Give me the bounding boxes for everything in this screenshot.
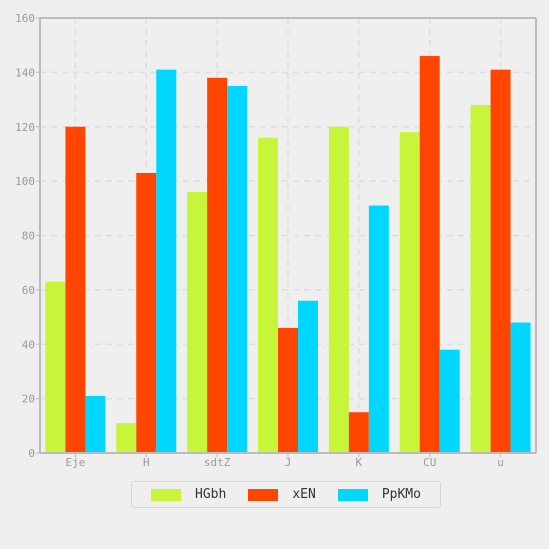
y-tick-label: 80 <box>22 230 35 243</box>
y-tick-label: 0 <box>28 447 35 460</box>
bar-ppkmo-j[interactable] <box>298 300 318 453</box>
bar-hgbh-h[interactable] <box>116 423 137 453</box>
bar-hgbh-sdtz[interactable] <box>187 192 208 453</box>
y-tick-label: 20 <box>22 393 35 406</box>
legend-item-xen[interactable]: xEN <box>248 487 316 502</box>
x-tick-label: H <box>143 456 150 469</box>
legend-label-ppkmo: PpKMo <box>381 487 421 502</box>
bar-ppkmo-cu[interactable] <box>439 349 460 453</box>
bar-xen-cu[interactable] <box>419 56 440 453</box>
legend-swatch-hgbh <box>151 488 181 501</box>
y-tick-label: 140 <box>15 66 35 79</box>
legend-item-ppkmo[interactable]: PpKMo <box>337 487 421 502</box>
x-tick-label: CU <box>423 456 436 469</box>
legend: HGbh xEN PpKMo <box>131 481 441 508</box>
bar-xen-j[interactable] <box>278 327 298 453</box>
y-axis-ticks: 0 20 40 60 80 100 120 140 160 <box>15 12 40 460</box>
bar-xen-h[interactable] <box>136 172 157 453</box>
bar-hgbh-j[interactable] <box>258 137 278 453</box>
bar-hgbh-eje[interactable] <box>45 281 66 453</box>
y-tick-label: 60 <box>22 284 35 297</box>
bars <box>45 56 531 454</box>
bar-ppkmo-u[interactable] <box>510 322 531 454</box>
bar-xen-sdtz[interactable] <box>207 77 228 453</box>
bar-hgbh-u[interactable] <box>470 105 491 453</box>
bar-ppkmo-eje[interactable] <box>85 395 106 453</box>
bar-xen-k[interactable] <box>348 412 369 453</box>
x-tick-label: Eje <box>65 456 85 469</box>
legend-swatch-xen <box>248 488 279 501</box>
bar-xen-u[interactable] <box>490 69 511 453</box>
legend-label-xen: xEN <box>292 487 316 502</box>
y-tick-label: 160 <box>15 12 35 25</box>
x-tick-label: sdtZ <box>204 456 231 469</box>
y-tick-label: 40 <box>22 338 35 351</box>
bar-ppkmo-h[interactable] <box>156 69 177 453</box>
y-tick-label: 100 <box>15 175 35 188</box>
legend-item-hgbh[interactable]: HGbh <box>151 487 226 502</box>
bar-hgbh-cu[interactable] <box>399 132 420 453</box>
bar-ppkmo-sdtz[interactable] <box>227 85 248 453</box>
x-tick-label: u <box>497 456 504 469</box>
bar-hgbh-k[interactable] <box>328 126 349 453</box>
x-tick-label: J <box>285 456 292 469</box>
y-tick-label: 120 <box>15 121 35 134</box>
legend-swatch-ppkmo <box>337 488 368 501</box>
bar-ppkmo-k[interactable] <box>368 205 389 453</box>
bar-xen-eje[interactable] <box>65 126 86 453</box>
x-tick-label: K <box>356 456 363 469</box>
legend-label-hgbh: HGbh <box>195 487 227 502</box>
